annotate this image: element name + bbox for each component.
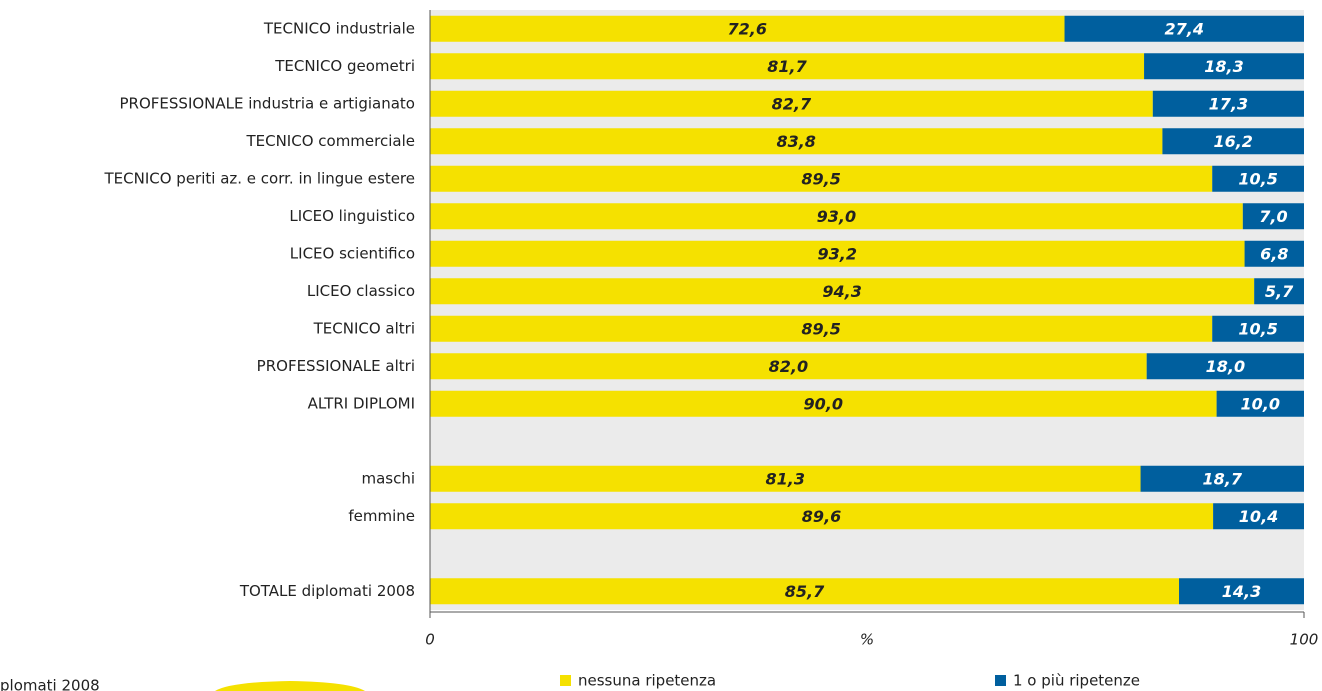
legend-swatch: [995, 675, 1006, 686]
y-tick-label: TECNICO periti az. e corr. in lingue est…: [104, 169, 416, 187]
value-label: 5,7: [1265, 282, 1294, 301]
value-label: 17,3: [1209, 94, 1248, 113]
y-tick-label: TECNICO commerciale: [245, 132, 415, 150]
bar-segment: [430, 578, 1180, 605]
y-tick-label: maschi: [361, 469, 415, 487]
legend-label: nessuna ripetenza: [578, 672, 716, 690]
bar-segment: [1254, 278, 1304, 305]
value-label: 10,0: [1241, 394, 1280, 413]
bar-segment: [1212, 165, 1304, 192]
bar-segment: [1242, 203, 1304, 230]
value-label: 82,7: [772, 94, 812, 113]
value-label: 89,5: [801, 319, 840, 338]
bar-segment: [1162, 128, 1304, 155]
y-tick-label: PROFESSIONALE altri: [257, 357, 415, 375]
bar-segment: [1064, 15, 1304, 42]
value-label: 90,0: [804, 394, 843, 413]
value-label: 72,6: [728, 19, 767, 38]
y-tick-label: LICEO linguistico: [289, 207, 415, 225]
y-tick-label: femmine: [348, 507, 415, 525]
value-label: 93,0: [817, 207, 856, 226]
logo-shape: [215, 681, 365, 691]
bar-segment: [1140, 465, 1304, 492]
value-label: 7,0: [1259, 207, 1287, 226]
bar-segment: [430, 165, 1213, 192]
value-label: 81,3: [766, 469, 805, 488]
value-label: 18,7: [1203, 469, 1243, 488]
value-label: 10,5: [1238, 319, 1277, 338]
value-label: 27,4: [1165, 19, 1204, 38]
legend-label: 1 o più ripetenze: [1013, 672, 1140, 690]
value-label: 18,0: [1206, 357, 1245, 376]
value-label: 85,7: [785, 582, 825, 601]
x-tick-label: 100: [1290, 631, 1319, 649]
y-tick-label: TECNICO altri: [313, 319, 415, 337]
value-label: 89,5: [801, 169, 840, 188]
y-tick-label: LICEO scientifico: [290, 244, 415, 262]
bar-segment: [1216, 390, 1304, 417]
value-label: 81,7: [767, 57, 807, 76]
bar-segment: [430, 240, 1245, 267]
x-axis-label: %: [860, 631, 874, 649]
bar-segment: [1152, 90, 1304, 117]
y-tick-label: TOTALE diplomati 2008: [239, 582, 415, 600]
value-label: 83,8: [776, 132, 815, 151]
value-label: 89,6: [802, 507, 841, 526]
value-label: 14,3: [1222, 582, 1261, 601]
bar-segment: [430, 128, 1163, 155]
bar-segment: [430, 503, 1214, 530]
y-tick-label: ALTRI DIPLOMI: [308, 394, 415, 412]
bar-segment: [430, 90, 1153, 117]
y-tick-label: TECNICO industriale: [263, 19, 415, 37]
bar-segment: [1179, 578, 1304, 605]
bar-segment: [430, 353, 1147, 380]
value-label: 16,2: [1213, 132, 1252, 151]
bar-segment: [1146, 353, 1304, 380]
bar-segment: [1213, 503, 1304, 530]
y-tick-label: TECNICO geometri: [274, 57, 415, 75]
bar-segment: [430, 203, 1243, 230]
value-label: 10,4: [1239, 507, 1278, 526]
bar-segment: [430, 315, 1213, 342]
bar-segment: [1244, 240, 1304, 267]
note: plomati 2008: [0, 677, 100, 691]
y-tick-label: LICEO classico: [307, 282, 415, 300]
value-label: 82,0: [769, 357, 808, 376]
bar-segment: [430, 53, 1145, 80]
value-label: 94,3: [822, 282, 861, 301]
bar-segment: [1212, 315, 1304, 342]
bar-segment: [430, 390, 1217, 417]
bar-segment: [1144, 53, 1304, 80]
value-label: 6,8: [1260, 244, 1288, 263]
x-tick-label: 0: [425, 631, 435, 649]
value-label: 18,3: [1204, 57, 1243, 76]
value-label: 10,5: [1238, 169, 1277, 188]
bar-segment: [430, 278, 1255, 305]
bar-segment: [430, 15, 1065, 42]
value-label: 93,2: [818, 244, 857, 263]
bar-segment: [430, 465, 1141, 492]
legend-swatch: [560, 675, 571, 686]
y-tick-label: PROFESSIONALE industria e artigianato: [120, 94, 415, 112]
